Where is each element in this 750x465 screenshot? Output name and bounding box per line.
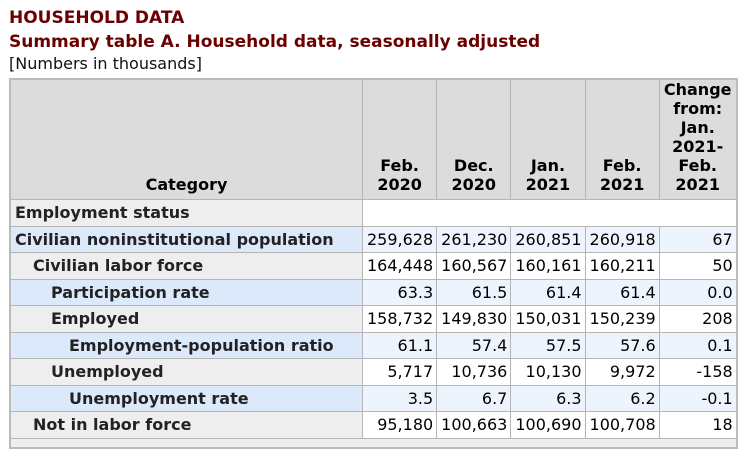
cell-value: 208 [658,305,738,333]
cell-value: 260,918 [584,225,660,253]
section-label: Employment status [9,199,363,227]
cell-value: -0.1 [658,384,738,412]
cell-value: 100,690 [510,411,586,439]
cell-value: 100,708 [584,411,660,439]
cell-value: 158,732 [361,305,438,333]
row-label: Unemployed [9,358,363,386]
cell-value: 57.6 [584,331,660,359]
cell-value: 9,972 [584,358,660,386]
cell-value: 160,161 [510,252,586,280]
row-label: Employment-population ratio [9,331,363,359]
header-jan-2021: Jan. 2021 [510,78,586,200]
cell-value: 10,736 [436,358,512,386]
cell-value: 6.7 [436,384,512,412]
cell-value: 10,130 [510,358,586,386]
table-row: Civilian noninstitutional population 259,… [9,225,738,253]
row-label: Employed [9,305,363,333]
row-label: Not in labor force [9,411,363,439]
table-row: Unemployed 5,717 10,736 10,130 9,972 -158 [9,358,738,386]
cell-value: 6.2 [584,384,660,412]
section-empty [361,199,738,227]
table-row: Not in labor force 95,180 100,663 100,690 10… [9,411,738,439]
cell-value: 61.5 [436,278,512,306]
cell-value: 63.3 [361,278,438,306]
header-change: Change from: Jan. 2021- Feb. 2021 [658,78,738,200]
cell-value: 259,628 [361,225,438,253]
row-label: Civilian noninstitutional population [9,225,363,253]
cell-value: 164,448 [361,252,438,280]
cell-value: 5,717 [361,358,438,386]
cell-value: 149,830 [436,305,512,333]
header-feb-2020: Feb. 2020 [361,78,438,200]
row-label: Civilian labor force [9,252,363,280]
table-row: Unemployment rate 3.5 6.7 6.3 6.2 -0.1 [9,384,738,412]
table-row: Employment-population ratio 61.1 57.4 57.5 5… [9,331,738,359]
table-note: [Numbers in thousands] [9,54,202,73]
cell-value: 150,239 [584,305,660,333]
cell-value: 150,031 [510,305,586,333]
header-dec-2020: Dec. 2020 [436,78,512,200]
header-feb-2021: Feb. 2021 [584,78,660,200]
cell-value: 18 [658,411,738,439]
table-row: Civilian labor force 164,448 160,567 160,16… [9,252,738,280]
row-label: Unemployment rate [9,384,363,412]
table-title: Summary table A. Household data, seasona… [9,32,541,52]
table-row: Participation rate 63.3 61.5 61.4 61.4 0.0 [9,278,738,306]
row-label: Participation rate [9,278,363,306]
cell-value: 261,230 [436,225,512,253]
footer-row [9,437,738,448]
header-row: Category Feb. 2020 Dec. 2020 Jan. 2021 Feb.… [9,78,738,200]
cell-value: 57.4 [436,331,512,359]
page-heading: HOUSEHOLD DATA [9,8,185,28]
cell-value: 57.5 [510,331,586,359]
footer-cell [9,437,738,448]
cell-value: 61.1 [361,331,438,359]
section-row: Employment status [9,199,738,227]
cell-value: 95,180 [361,411,438,439]
table-row: Employed 158,732 149,830 150,031 150,239 208 [9,305,738,333]
cell-value: 50 [658,252,738,280]
cell-value: -158 [658,358,738,386]
cell-value: 0.1 [658,331,738,359]
cell-value: 3.5 [361,384,438,412]
header-category: Category [9,78,363,200]
cell-value: 260,851 [510,225,586,253]
cell-value: 61.4 [510,278,586,306]
cell-value: 6.3 [510,384,586,412]
cell-value: 67 [658,225,738,253]
cell-value: 61.4 [584,278,660,306]
cell-value: 160,211 [584,252,660,280]
cell-value: 160,567 [436,252,512,280]
cell-value: 0.0 [658,278,738,306]
household-data-table: Category Feb. 2020 Dec. 2020 Jan. 2021 Feb.… [9,78,738,449]
cell-value: 100,663 [436,411,512,439]
